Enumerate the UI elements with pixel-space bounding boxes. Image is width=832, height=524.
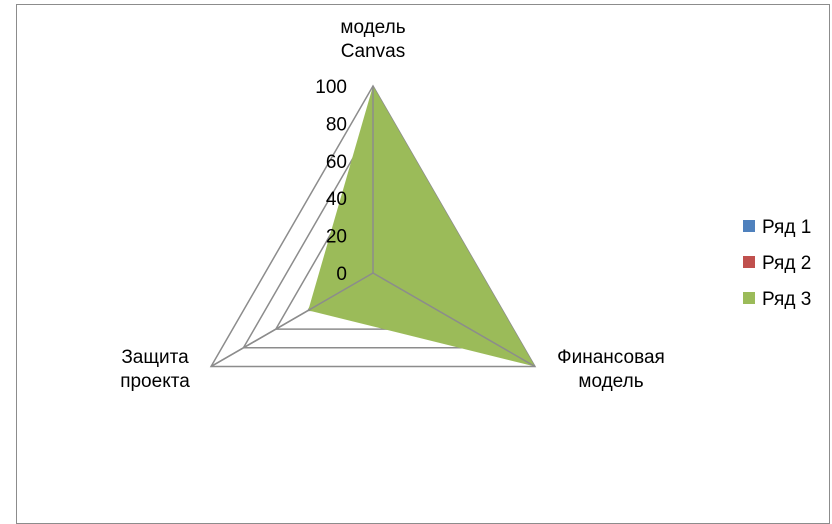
tick-label-40: 40 bbox=[326, 189, 347, 210]
category-label-line: Финансовая bbox=[557, 347, 665, 368]
category-label-line: Canvas bbox=[341, 41, 405, 62]
category-label-line: модель bbox=[340, 17, 405, 38]
series-layer bbox=[210, 86, 536, 368]
tick-label-60: 60 bbox=[326, 152, 347, 173]
radial-axis-ticks: 0 20 40 60 80 100 bbox=[315, 77, 347, 285]
series-area-3 bbox=[308, 86, 535, 367]
legend-swatch-3 bbox=[743, 292, 755, 304]
tick-label-80: 80 bbox=[326, 114, 347, 135]
tick-label-0: 0 bbox=[336, 264, 347, 285]
category-label-line: Защита bbox=[121, 347, 189, 368]
spoke-overlay-1 bbox=[372, 272, 536, 368]
category-labels: модель Canvas Финансовая модель Защита проект… bbox=[120, 17, 665, 392]
legend-label-1: Ряд 1 bbox=[762, 217, 811, 238]
category-label-line: проекта bbox=[120, 371, 190, 392]
legend-label-3: Ряд 3 bbox=[762, 289, 811, 310]
category-label-3: Защита проекта bbox=[120, 347, 190, 392]
legend-swatch-1 bbox=[743, 220, 755, 232]
category-label-2: Финансовая модель bbox=[557, 347, 665, 392]
legend-label-2: Ряд 2 bbox=[762, 253, 811, 274]
tick-label-100: 100 bbox=[315, 77, 347, 98]
tick-label-20: 20 bbox=[326, 227, 347, 248]
spoke-overlay-2 bbox=[210, 272, 374, 368]
legend-swatch-2 bbox=[743, 256, 755, 268]
legend: Ряд 1 Ряд 2 Ряд 3 bbox=[743, 217, 811, 310]
category-label-line: модель bbox=[578, 371, 643, 392]
category-label-1: модель Canvas bbox=[340, 17, 405, 62]
